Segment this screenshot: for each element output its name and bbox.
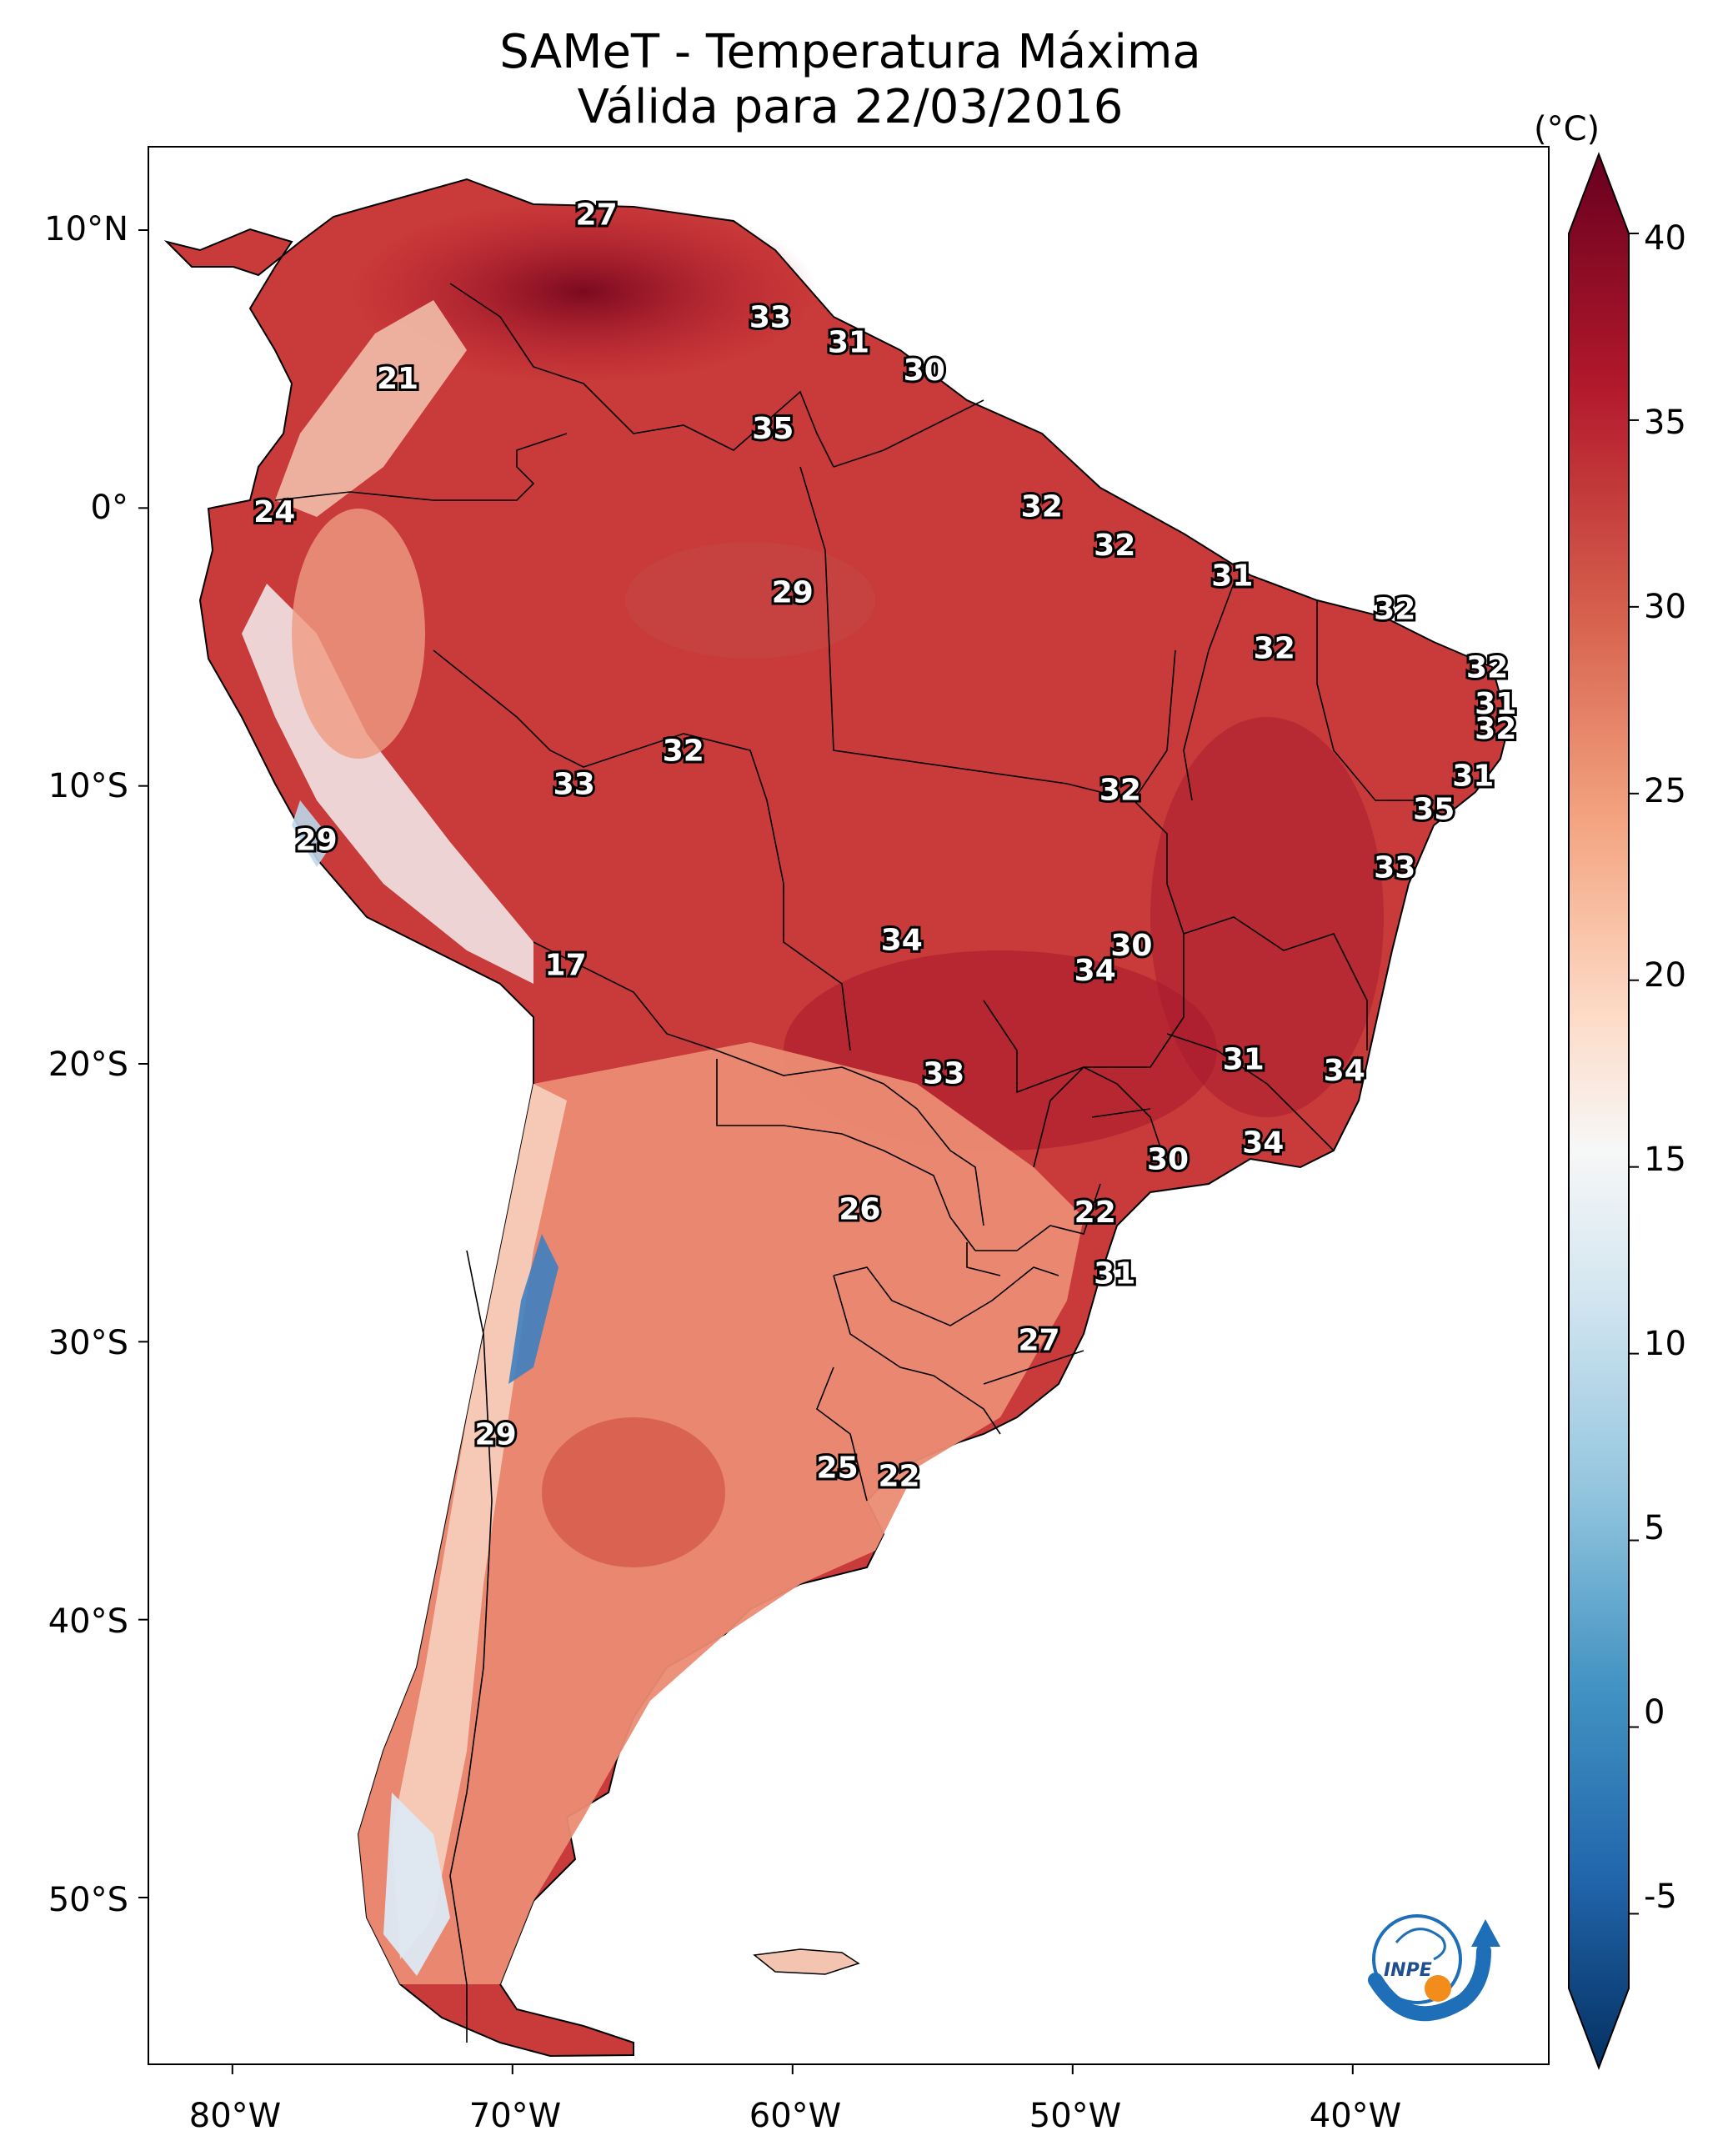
- lat-label-50s: 50°S: [48, 1881, 128, 1919]
- lat-label-10n: 10°N: [44, 210, 128, 248]
- lat-label-30s: 30°S: [48, 1324, 128, 1362]
- lon-label-70w: 70°W: [468, 2097, 562, 2135]
- city-temperature-label: 31: [1211, 559, 1253, 594]
- lon-label-60w: 60°W: [749, 2097, 842, 2135]
- lon-label-50w: 50°W: [1029, 2097, 1122, 2135]
- city-temperature-label: 30: [904, 353, 945, 388]
- temperature-field: [242, 200, 1384, 1984]
- colorbar-tick-label: 35: [1644, 404, 1686, 442]
- lon-label-80w: 80°W: [188, 2097, 282, 2135]
- city-temperature-label: 33: [923, 1056, 964, 1091]
- city-temperature-label: 33: [1374, 851, 1415, 885]
- city-temperature-label: 32: [663, 735, 704, 769]
- map-title: SAMeT - Temperatura Máxima: [499, 25, 1201, 79]
- colorbar-bar: [1568, 152, 1630, 2070]
- city-temperature-label: 30: [1110, 929, 1152, 963]
- city-temperature-label: 24: [253, 495, 295, 529]
- lat-label-10s: 10°S: [48, 767, 128, 805]
- city-temperature-label: 35: [1413, 793, 1455, 827]
- city-temperature-label: 32: [1466, 651, 1508, 685]
- city-temperature-label: 32: [1021, 489, 1063, 524]
- city-temperature-label: 29: [772, 576, 814, 610]
- lat-label-0: 0°: [90, 489, 128, 527]
- lat-label-20s: 20°S: [48, 1045, 128, 1084]
- city-temperature-label: 34: [881, 923, 923, 957]
- city-temperature-label: 29: [296, 823, 338, 857]
- colorbar-tick-label: 5: [1644, 1509, 1665, 1547]
- lat-label-40s: 40°S: [48, 1602, 128, 1641]
- city-temperature-label: 22: [878, 1460, 919, 1494]
- city-temperature-label: 32: [1099, 773, 1141, 807]
- city-temperature-label: 34: [1074, 954, 1116, 988]
- inpe-logo: INPE: [1368, 1914, 1500, 2022]
- city-temperature-label: 25: [817, 1452, 859, 1486]
- colorbar-tick-label: 30: [1644, 588, 1686, 626]
- city-temperature-label: 34: [1242, 1126, 1284, 1161]
- city-temperature-label: 27: [1018, 1323, 1059, 1357]
- city-temperature-label: 32: [1094, 529, 1135, 563]
- colorbar-units: (°C): [1534, 110, 1600, 148]
- axis-ticks: [138, 229, 1354, 2074]
- colorbar-tick-label: 40: [1644, 219, 1686, 258]
- colorbar-tick-label: -5: [1644, 1878, 1677, 1916]
- colorbar: [1568, 152, 1639, 2070]
- colorbar-tick-label: 15: [1644, 1141, 1686, 1179]
- colorbar-tick-label: 0: [1644, 1693, 1665, 1732]
- map-subtitle: Válida para 22/03/2016: [577, 80, 1124, 134]
- lon-label-40w: 40°W: [1309, 2097, 1402, 2135]
- city-temperature-label: 27: [576, 198, 618, 232]
- city-temperature-label: 32: [1374, 593, 1415, 627]
- country-borders: [274, 283, 1434, 2043]
- city-temperature-label: 29: [475, 1418, 517, 1452]
- city-temperature-label: 34: [1324, 1054, 1365, 1088]
- city-temperature-label: 30: [1147, 1143, 1189, 1177]
- city-temperature-label: 21: [377, 362, 418, 396]
- city-temperature-label: 35: [752, 412, 794, 446]
- city-temperature-label: 31: [1223, 1043, 1265, 1077]
- city-temperature-label: 22: [1074, 1196, 1116, 1230]
- city-temperature-label: 26: [839, 1193, 880, 1227]
- colorbar-tick-label: 10: [1644, 1325, 1686, 1363]
- city-temperature-label: 33: [749, 301, 791, 335]
- city-temperature-label: 32: [1254, 631, 1295, 665]
- city-temperature-label: 17: [545, 948, 587, 982]
- inpe-logo-text: INPE: [1384, 1960, 1432, 1981]
- colorbar-tick-label: 25: [1644, 772, 1686, 810]
- falkland-islands: [753, 1948, 860, 1975]
- city-temperature-label: 32: [1475, 712, 1516, 746]
- city-temperature-label: 31: [1452, 760, 1494, 794]
- colorbar-tick-label: 20: [1644, 956, 1686, 995]
- city-temperature-label: 31: [1475, 687, 1516, 721]
- city-temperature-label: 31: [828, 326, 869, 360]
- city-temperature-label: 31: [1094, 1256, 1135, 1291]
- city-temperature-label: 33: [553, 768, 595, 802]
